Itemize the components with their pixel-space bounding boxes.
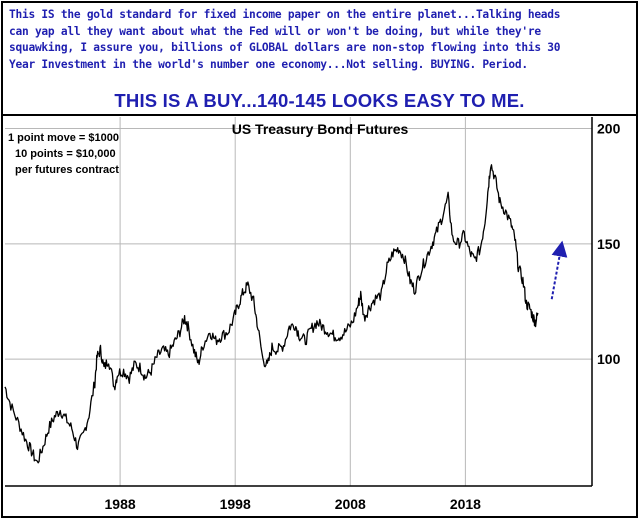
annotations xyxy=(550,240,568,300)
x-tick-label: 1988 xyxy=(105,496,136,512)
commentary-header: This IS the gold standard for fixed inco… xyxy=(3,3,636,116)
x-tick-label: 2008 xyxy=(335,496,366,512)
x-tick-label: 2018 xyxy=(450,496,481,512)
price-series xyxy=(4,164,539,464)
chart-title: US Treasury Bond Futures xyxy=(232,121,409,137)
x-tick-label: 1998 xyxy=(220,496,251,512)
commentary-line: This IS the gold standard for fixed inco… xyxy=(9,8,561,21)
y-tick-label: 100 xyxy=(597,351,621,367)
gridlines xyxy=(5,117,592,486)
headline: THIS IS A BUY...140-145 LOOKS EASY TO ME… xyxy=(114,90,525,111)
note-line: 10 points = $10,000 xyxy=(15,148,116,160)
y-tick-label: 150 xyxy=(597,236,621,252)
commentary-line: squawking, I assure you, billions of GLO… xyxy=(9,41,561,55)
chart-frame: This IS the gold standard for fixed inco… xyxy=(1,1,638,518)
commentary-line: can yap all they want about what the Fed… xyxy=(9,24,541,38)
y-tick-labels: 100 150 200 xyxy=(597,121,621,368)
x-tick-labels: 1988 1998 2008 2018 xyxy=(105,496,482,512)
commentary-line: Year Investment in the world's number on… xyxy=(9,57,528,71)
note-line: 1 point move = $1000 xyxy=(8,132,119,144)
target-arrow xyxy=(550,240,568,300)
price-line xyxy=(4,164,539,464)
commentary-text: This IS the gold standard for fixed inco… xyxy=(9,7,633,73)
note-line: per futures contract xyxy=(15,164,119,176)
y-tick-label: 200 xyxy=(597,121,621,137)
